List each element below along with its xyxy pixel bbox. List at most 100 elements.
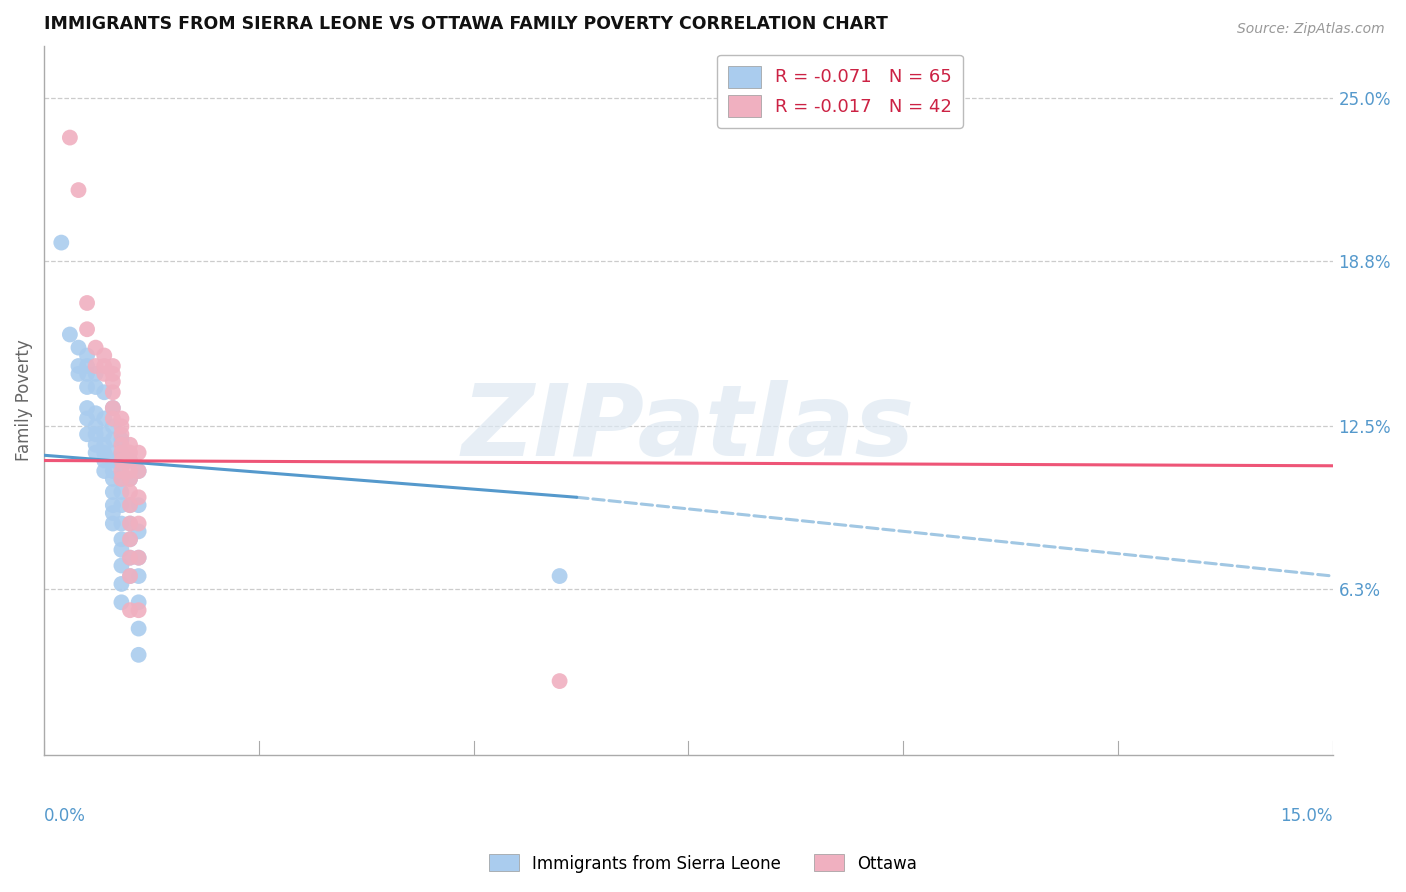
Point: [118, 485, 141, 500]
Point: [110, 472, 132, 486]
Point: [84, 341, 107, 355]
Point: [128, 603, 150, 617]
Point: [118, 550, 141, 565]
Point: [101, 485, 124, 500]
Point: [110, 595, 132, 609]
Text: Source: ZipAtlas.com: Source: ZipAtlas.com: [1237, 22, 1385, 37]
Point: [118, 550, 141, 565]
Point: [110, 542, 132, 557]
Point: [128, 490, 150, 504]
Point: [128, 445, 150, 459]
Legend: Immigrants from Sierra Leone, Ottawa: Immigrants from Sierra Leone, Ottawa: [482, 847, 924, 880]
Point: [76, 322, 98, 336]
Point: [110, 427, 132, 442]
Point: [101, 516, 124, 531]
Point: [93, 359, 115, 373]
Point: [84, 406, 107, 420]
Point: [101, 411, 124, 425]
Point: [84, 419, 107, 434]
Point: [76, 411, 98, 425]
Point: [76, 380, 98, 394]
Point: [128, 464, 150, 478]
Point: [110, 445, 132, 459]
Point: [76, 367, 98, 381]
Point: [110, 516, 132, 531]
Point: [128, 622, 150, 636]
Point: [118, 438, 141, 452]
Point: [101, 367, 124, 381]
Point: [84, 445, 107, 459]
Point: [59, 327, 82, 342]
Point: [101, 375, 124, 389]
Point: [101, 453, 124, 467]
Point: [84, 380, 107, 394]
Point: [118, 533, 141, 547]
Point: [118, 453, 141, 467]
Point: [93, 464, 115, 478]
Point: [118, 464, 141, 478]
Point: [93, 349, 115, 363]
Point: [93, 427, 115, 442]
Point: [101, 498, 124, 512]
Point: [76, 401, 98, 415]
Point: [128, 498, 150, 512]
Point: [101, 464, 124, 478]
Point: [110, 419, 132, 434]
Point: [101, 433, 124, 447]
Point: [118, 533, 141, 547]
Point: [51, 235, 73, 250]
Point: [128, 595, 150, 609]
Point: [84, 367, 107, 381]
Point: [128, 464, 150, 478]
Point: [67, 359, 90, 373]
Point: [118, 516, 141, 531]
Point: [128, 524, 150, 539]
Point: [110, 472, 132, 486]
Point: [118, 472, 141, 486]
Text: 0.0%: 0.0%: [44, 807, 86, 825]
Point: [118, 445, 141, 459]
Point: [101, 385, 124, 400]
Point: [93, 453, 115, 467]
Point: [84, 438, 107, 452]
Point: [110, 411, 132, 425]
Point: [76, 359, 98, 373]
Point: [118, 472, 141, 486]
Point: [101, 419, 124, 434]
Point: [118, 453, 141, 467]
Point: [110, 458, 132, 473]
Point: [128, 516, 150, 531]
Point: [110, 438, 132, 452]
Point: [76, 349, 98, 363]
Point: [110, 464, 132, 478]
Point: [101, 401, 124, 415]
Point: [101, 359, 124, 373]
Point: [67, 341, 90, 355]
Point: [548, 569, 571, 583]
Point: [76, 427, 98, 442]
Point: [128, 648, 150, 662]
Point: [128, 550, 150, 565]
Point: [93, 367, 115, 381]
Point: [101, 472, 124, 486]
Point: [101, 445, 124, 459]
Point: [93, 411, 115, 425]
Point: [128, 550, 150, 565]
Point: [110, 445, 132, 459]
Point: [118, 498, 141, 512]
Point: [110, 485, 132, 500]
Point: [93, 438, 115, 452]
Point: [110, 558, 132, 573]
Point: [110, 533, 132, 547]
Point: [118, 603, 141, 617]
Point: [67, 367, 90, 381]
Point: [110, 498, 132, 512]
Point: [118, 516, 141, 531]
Text: IMMIGRANTS FROM SIERRA LEONE VS OTTAWA FAMILY POVERTY CORRELATION CHART: IMMIGRANTS FROM SIERRA LEONE VS OTTAWA F…: [44, 15, 889, 33]
Point: [110, 453, 132, 467]
Point: [93, 385, 115, 400]
Point: [67, 183, 90, 197]
Point: [76, 296, 98, 310]
Point: [93, 445, 115, 459]
Point: [84, 427, 107, 442]
